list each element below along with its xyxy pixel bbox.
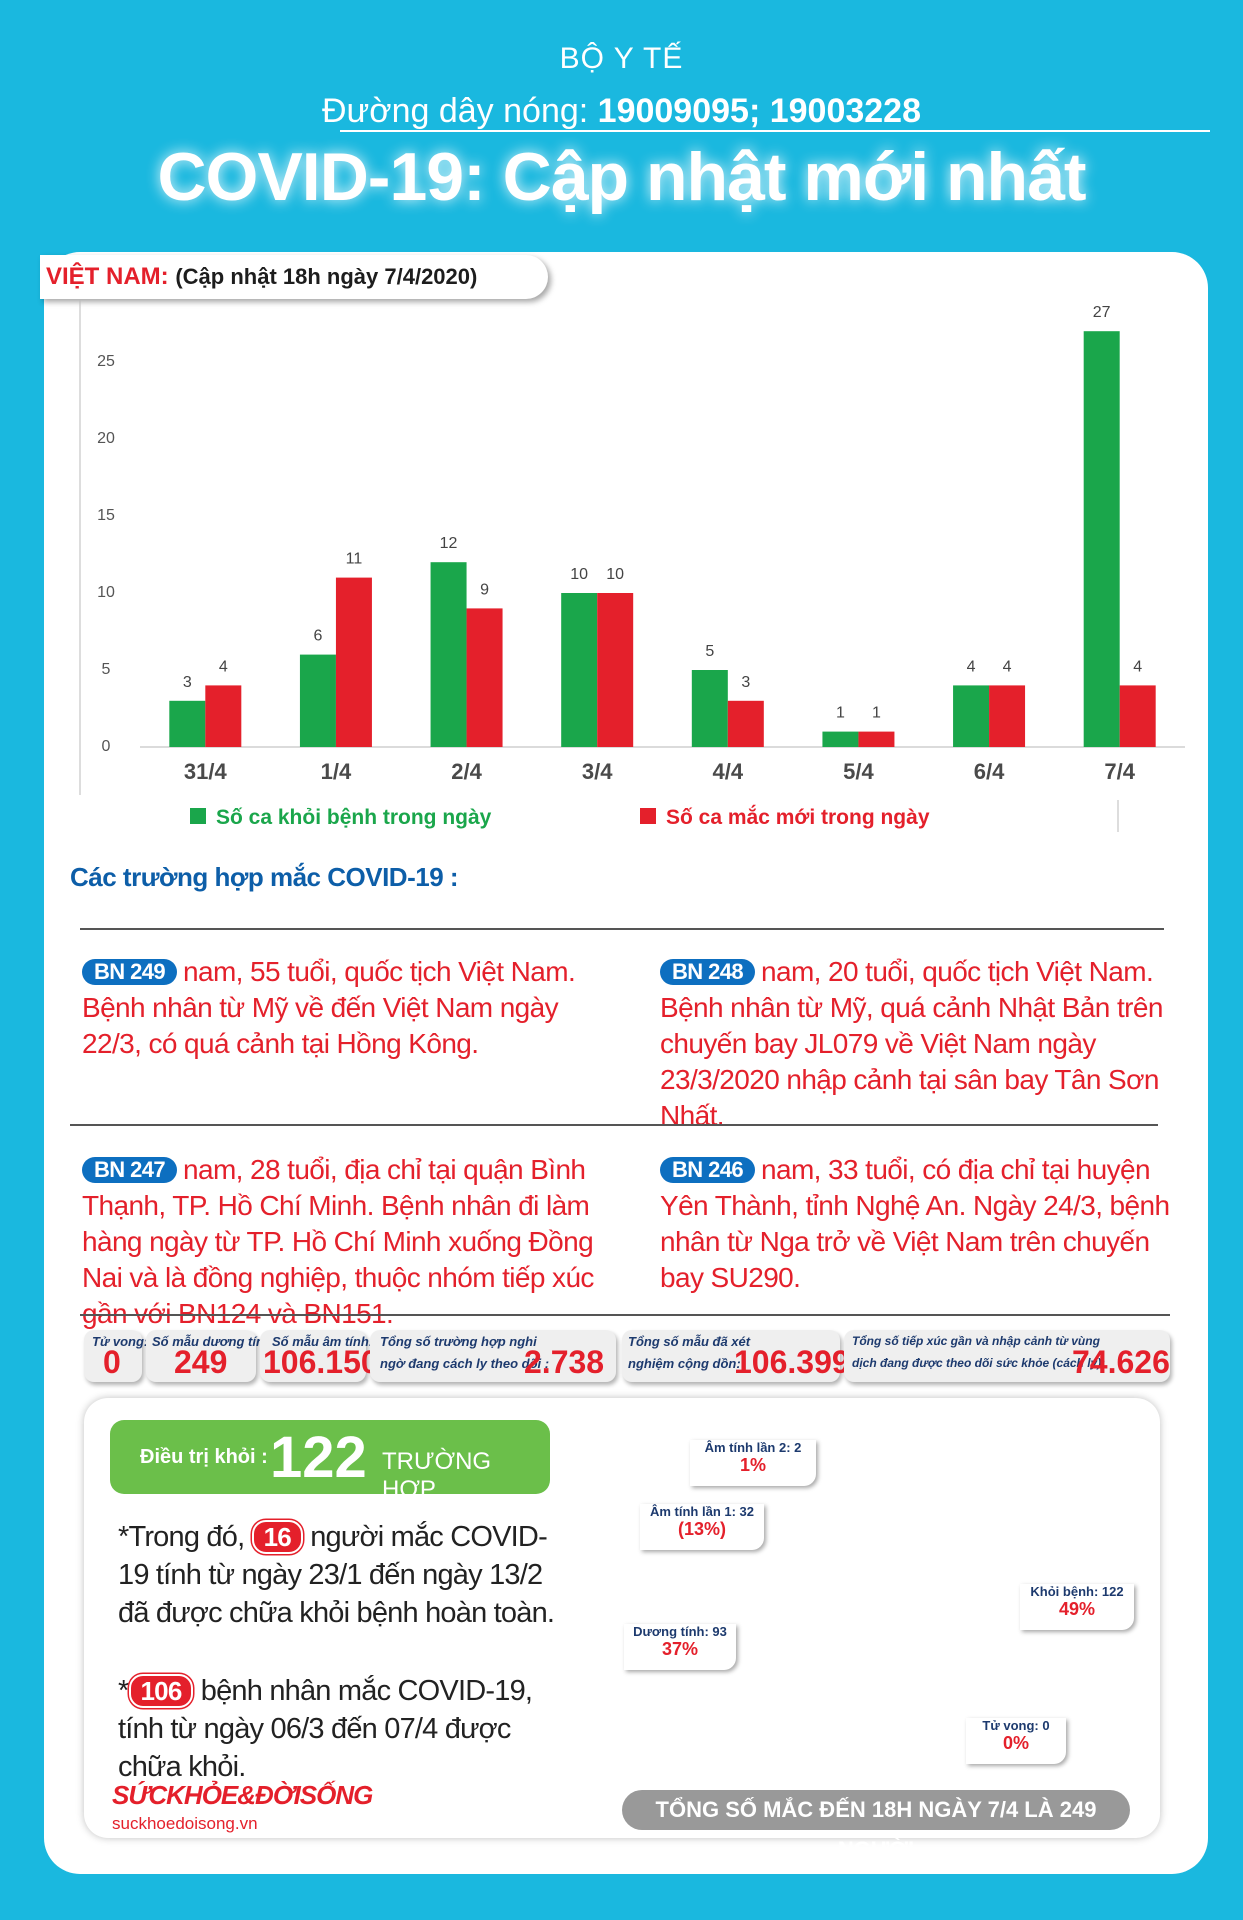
pie-label-am-tinh-2: Âm tính lần 2: 2 1% [690, 1440, 816, 1486]
treatment-note-1: *Trong đó, 16 người mắc COVID-19 tính từ… [118, 1518, 558, 1632]
cases-title: Các trường hợp mắc COVID-19 : [70, 862, 459, 892]
header-hotline: Đường dây nóng: 19009095; 19003228 [0, 92, 1243, 131]
pie-label-pct: 37% [661, 1639, 699, 1659]
divider [70, 1124, 1158, 1126]
treatment-badge: Điều trị khỏi : 122 TRƯỜNG HỢP [110, 1420, 550, 1503]
stat-value: 2.738 [524, 1344, 605, 1380]
note-prefix: * [118, 1675, 129, 1707]
case-id-badge: BN 246 [660, 1157, 755, 1183]
pie-label-am-tinh-1: Âm tính lần 1: 32 (13%) [640, 1504, 764, 1550]
stat-isolation: Tổng số trường hợp nghi ngờ đang cách ly… [370, 1330, 616, 1382]
case-bn247: BN 247 nam, 28 tuổi, địa chỉ tại quận Bìn… [82, 1152, 612, 1332]
stat-contacts: Tổng số tiếp xúc gần và nhập cảnh từ vùn… [844, 1330, 1170, 1382]
brand-site-link[interactable]: suckhoedoisong.vn [112, 1814, 258, 1833]
vn-update-time: (Cập nhật 18h ngày 7/4/2020) [175, 264, 478, 289]
stat-label: nghiệm cộng dồn: [628, 1356, 741, 1371]
pie-label-text: Tử vong: 0 [982, 1718, 1050, 1733]
case-text: nam, 33 tuổi, có địa chỉ tại huyện Yên T… [660, 1154, 1170, 1293]
note-count-badge: 106 [128, 1674, 194, 1708]
stat-tested: Tổng số mẫu đã xét nghiệm cộng dồn: 106.… [622, 1330, 850, 1382]
case-id-badge: BN 249 [82, 959, 177, 985]
stat-label: Tổng số trường hợp nghi [380, 1334, 537, 1349]
treatment-label: Điều trị khỏi : [140, 1446, 268, 1468]
pie-label-khoi-benh: Khỏi bệnh: 122 49% [1020, 1584, 1134, 1630]
treatment-unit: TRƯỜNG HỢP [382, 1448, 492, 1503]
stat-value: 249 [174, 1344, 228, 1380]
vn-country: VIỆT NAM: [46, 263, 169, 290]
stat-label: Tổng số mẫu đã xét [628, 1334, 751, 1349]
pie-label-text: Âm tính lần 2: 2 [704, 1440, 802, 1455]
hotline-label: Đường dây nóng: [321, 92, 589, 130]
page-title: COVID-19: Cập nhật mới nhất [157, 139, 1086, 215]
vn-update-label: VIỆT NAM: (Cập nhật 18h ngày 7/4/2020) [40, 255, 548, 299]
divider [80, 1314, 1170, 1316]
stat-label: Tử vong: [92, 1334, 149, 1349]
stat-label: Số mẫu dương tính: [152, 1334, 277, 1349]
header-org: BỘ Y TẾ [559, 42, 684, 75]
stat-label: Số mẫu âm tính: [272, 1334, 374, 1349]
stat-positive: Số mẫu dương tính: 249 [146, 1330, 276, 1382]
pie-label-text: Dương tính: 93 [633, 1624, 727, 1639]
pie-label-tu-vong: Tử vong: 0 0% [966, 1718, 1066, 1764]
case-id-badge: BN 247 [82, 1157, 177, 1183]
case-bn246: BN 246 nam, 33 tuổi, có địa chỉ tại huyện… [660, 1152, 1190, 1296]
case-bn248: BN 248 nam, 20 tuổi, quốc tịch Việt Nam. … [660, 954, 1190, 1134]
case-text: nam, 55 tuổi, quốc tịch Việt Nam. Bệnh n… [82, 956, 576, 1059]
hotline-numbers: 19009095; 19003228 [597, 92, 921, 130]
stat-value: 0 [103, 1344, 121, 1380]
stat-value: 74.626 [1072, 1344, 1170, 1380]
stat-negative: Số mẫu âm tính: 106.150 [260, 1330, 379, 1382]
stat-label: ngờ đang cách ly theo dõi : [380, 1356, 550, 1371]
case-id-badge: BN 248 [660, 959, 755, 985]
note-text: bệnh nhân mắc COVID-19, tính từ ngày 06/… [118, 1675, 533, 1783]
case-text: nam, 28 tuổi, địa chỉ tại quận Bình Thạn… [82, 1154, 594, 1329]
pie-label-text: Âm tính lần 1: 32 [649, 1504, 755, 1519]
pie-label-pct: 1% [739, 1455, 766, 1475]
case-bn249: BN 249 nam, 55 tuổi, quốc tịch Việt Nam. … [82, 954, 612, 1062]
pie-label-text: Khỏi bệnh: 122 [1030, 1584, 1124, 1599]
note-prefix: *Trong đó, [118, 1521, 245, 1553]
treatment-count: 122 [270, 1425, 367, 1490]
pie-label-pct: 49% [1058, 1599, 1096, 1619]
pie-label-pct: 0% [1002, 1733, 1029, 1753]
note-count-badge: 16 [251, 1520, 303, 1554]
stat-deaths: Tử vong: 0 [84, 1330, 148, 1382]
header-divider [340, 130, 1210, 132]
stat-label: dịch đang được theo dõi sức khỏe (cách l… [852, 1356, 1106, 1370]
treatment-note-2: * 106 bệnh nhân mắc COVID-19, tính từ ngà… [118, 1672, 558, 1786]
total-cases-banner: TỔNG SỐ MẮC ĐẾN 18H NGÀY 7/4 LÀ 249 NGƯỜ… [622, 1790, 1130, 1862]
note-text: người mắc COVID-19 tính từ ngày 23/1 đến… [118, 1521, 555, 1629]
case-text: nam, 20 tuổi, quốc tịch Việt Nam. Bệnh n… [660, 956, 1163, 1131]
stat-value: 106.399 [734, 1344, 850, 1380]
divider [80, 928, 1164, 930]
stat-label: Tổng số tiếp xúc gần và nhập cảnh từ vùn… [852, 1334, 1100, 1348]
pie-label-duong-tinh: Dương tính: 93 37% [624, 1624, 736, 1670]
pie-label-pct: (13%) [677, 1519, 726, 1539]
brand-logo: SỨCKHỎE&ĐỜISỐNG [112, 1780, 373, 1810]
stat-value: 106.150 [263, 1344, 379, 1380]
